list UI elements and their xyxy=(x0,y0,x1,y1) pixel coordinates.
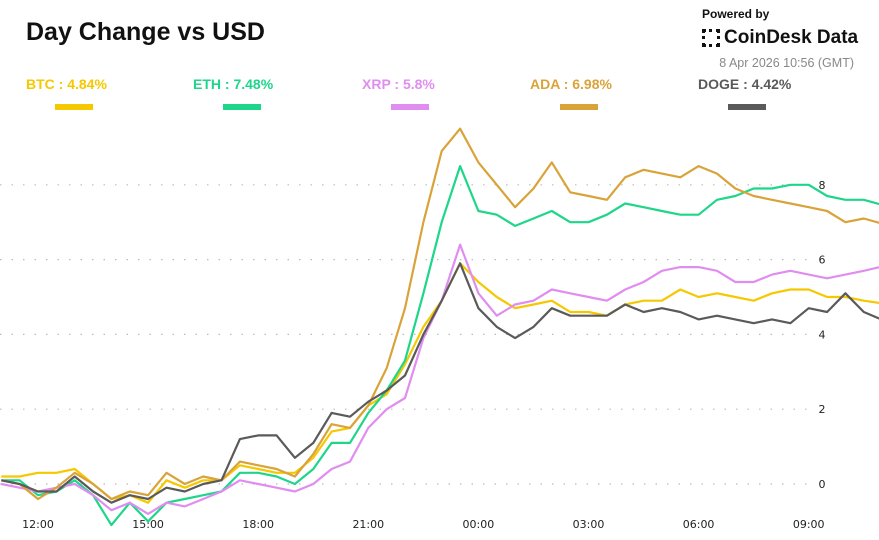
x-tick-label: 15:00 xyxy=(132,518,164,531)
series-line-btc xyxy=(1,262,879,504)
legend-xrp: XRP : 5.8% xyxy=(362,76,435,92)
x-tick-label: 06:00 xyxy=(683,518,715,531)
series-line-doge xyxy=(1,262,879,504)
y-tick-label: 4 xyxy=(819,328,826,341)
y-tick-label: 6 xyxy=(819,254,826,267)
legend-btc: BTC : 4.84% xyxy=(26,76,107,92)
timestamp: 8 Apr 2026 10:56 (GMT) xyxy=(719,56,854,70)
x-tick-label: 21:00 xyxy=(352,518,384,531)
coindesk-logo-icon xyxy=(702,29,720,47)
chart-title: Day Change vs USD xyxy=(26,18,265,46)
series-line-eth xyxy=(1,165,879,527)
x-tick-label: 09:00 xyxy=(793,518,825,531)
brand-name: CoinDesk Data xyxy=(724,27,859,48)
legend-swatch-ada xyxy=(560,104,598,110)
y-tick-label: 0 xyxy=(819,478,826,491)
powered-by-label: Powered by xyxy=(702,7,770,21)
legend-ada: ADA : 6.98% xyxy=(530,76,612,92)
x-tick-label: 00:00 xyxy=(463,518,495,531)
y-tick-label: 2 xyxy=(819,403,826,416)
series-line-xrp xyxy=(1,243,879,516)
coindesk-data-logo: CoinDesk Data xyxy=(702,27,858,49)
legend-swatch-btc xyxy=(55,104,93,110)
legend-swatch-xrp xyxy=(391,104,429,110)
legend-doge: DOGE : 4.42% xyxy=(698,76,792,92)
legend-swatch-eth xyxy=(223,104,261,110)
legend-swatch-doge xyxy=(728,104,766,110)
x-tick-label: 03:00 xyxy=(573,518,605,531)
y-tick-label: 8 xyxy=(819,179,826,192)
series-line-ada xyxy=(1,127,879,501)
legend-eth: ETH : 7.48% xyxy=(193,76,274,92)
x-tick-label: 18:00 xyxy=(242,518,274,531)
x-tick-label: 12:00 xyxy=(22,518,54,531)
